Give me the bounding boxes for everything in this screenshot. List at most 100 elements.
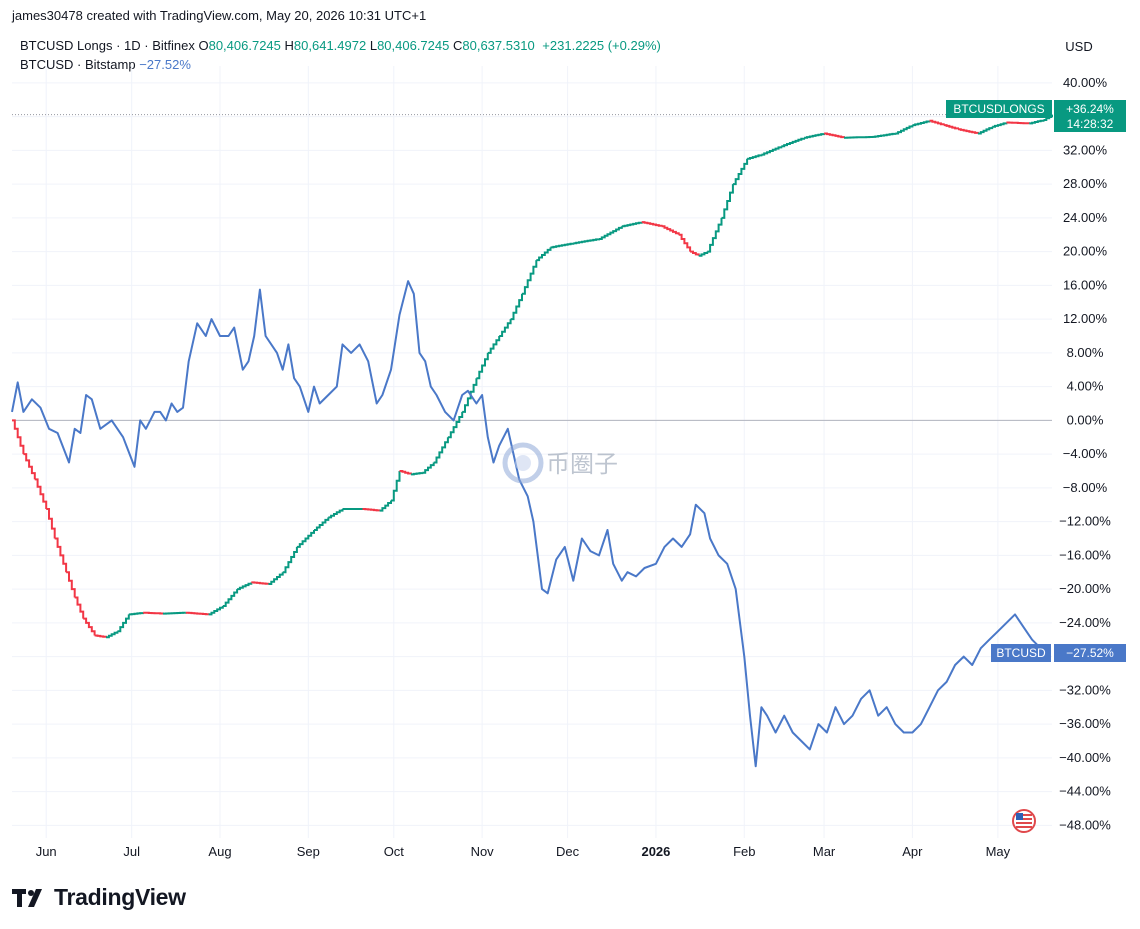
y-tick-label: −8.00% [1063,480,1108,495]
longs-candle-segment [804,133,826,139]
legend-change: +231.2225 (+0.29%) [542,38,661,53]
longs-candle-segment [721,184,734,219]
watermark-text: 币圈子 [546,450,618,478]
legend-compare-row[interactable]: BTCUSD · Bitstamp −27.52% [20,57,191,72]
tradingview-logo[interactable]: TradingView [12,884,186,911]
y-tick-label: 0.00% [1067,412,1104,427]
btc-label-name: BTCUSD [996,646,1046,660]
y-tick-label: 8.00% [1067,345,1104,360]
longs-candle-segment [74,596,85,619]
longs-candle-segment [391,471,401,502]
longs-candle-segment [282,546,298,574]
longs-candle-segment [54,537,68,573]
longs-candle-segment [462,378,478,413]
y-tick-label: 24.00% [1063,210,1108,225]
countdown-timer: 14:28:32 [1067,117,1114,131]
longs-candle-segment [895,125,914,135]
us-flag-icon[interactable] [1012,809,1036,833]
y-tick-label: −44.00% [1059,784,1111,799]
longs-candle-segment [399,470,412,475]
x-tick-label: Jul [123,844,140,859]
longs-candle-segment [943,124,959,130]
series-btcusd-longs [12,114,1053,639]
longs-candle-segment [747,154,763,160]
y-tick-label: −48.00% [1059,817,1111,832]
longs-candle-segment [476,352,489,380]
longs-candle-segment [872,132,897,138]
legend-main-symbol: BTCUSD Longs · 1D · Bitfinex [20,38,195,53]
longs-candle-segment [23,453,36,480]
x-tick-label: Jun [36,844,57,859]
longs-candle-segment [678,233,692,252]
longs-candle-segment [761,146,783,156]
longs-candle-segment [550,242,575,249]
legend-main-row[interactable]: BTCUSD Longs · 1D · Bitfinex O 80,406.724… [20,38,661,53]
y-tick-label: −16.00% [1059,547,1111,562]
longs-candle-segment [522,260,538,295]
x-tick-label: Apr [902,844,923,859]
longs-candle-segment [251,581,270,585]
longs-candle-segment [379,500,392,512]
longs-candle-segment [433,437,449,464]
x-tick-label: Oct [384,844,405,859]
longs-candle-segment [422,462,435,474]
y-tick-label: −24.00% [1059,615,1111,630]
legend-close-value: 80,637.5310 [462,38,535,53]
longs-candle-segment [621,221,643,228]
x-tick-label: 2026 [641,844,670,859]
longs-candle-segment [844,136,874,139]
longs-candle-segment [510,293,523,321]
longs-candle-segment [237,582,253,591]
legend-compare-symbol: BTCUSD · Bitstamp [20,57,136,72]
legend-open-label: O [198,38,209,53]
longs-candle-segment [12,419,25,455]
legend-low-label: L [369,38,378,53]
longs-candle-segment [781,137,806,148]
y-tick-label: 32.00% [1063,142,1108,157]
longs-price-label[interactable]: BTCUSDLONGS +36.24% 14:28:32 [946,100,1126,132]
x-tick-label: Nov [471,844,495,859]
y-tick-label: −4.00% [1063,446,1108,461]
y-tick-label: 4.00% [1067,379,1104,394]
longs-candle-segment [536,247,552,262]
tradingview-logo-icon [12,888,42,907]
longs-candle-segment [1006,121,1031,125]
longs-candle-segment [661,225,680,235]
legend-high-label: H [284,38,294,53]
longs-candle-segment [912,120,931,127]
x-tick-label: Feb [733,844,755,859]
longs-candle-segment [222,589,239,607]
btc-label-value: −27.52% [1066,646,1114,660]
longs-candle-segment [499,319,512,337]
y-tick-label: −36.00% [1059,716,1111,731]
legend-low-value: 80,406.7245 [377,38,450,53]
btc-price-label[interactable]: BTCUSD −27.52% [991,644,1126,662]
longs-candle-segment [296,530,315,548]
longs-candle-segment [641,221,663,227]
watermark: 币圈子 [502,442,618,484]
tradingview-logo-text: TradingView [54,884,186,910]
y-tick-label: 12.00% [1063,311,1108,326]
legend-close-label: C [452,38,463,53]
longs-candle-segment [268,572,284,585]
longs-label-value: +36.24% [1066,102,1114,116]
longs-candle-segment [690,250,700,256]
y-tick-label: 40.00% [1063,75,1108,90]
longs-candle-segment [707,217,723,253]
longs-candle-segment [1029,119,1045,125]
legend-compare-value: −27.52% [139,57,191,72]
longs-label-name: BTCUSDLONGS [953,102,1044,116]
y-tick-label: −32.00% [1059,682,1111,697]
longs-candle-segment [573,238,600,245]
longs-candle-segment [163,611,187,615]
x-axis: Jun Jul Aug Sep Oct Nov Dec 2026 Feb Mar Apr May [36,844,1011,859]
longs-candle-segment [824,132,845,139]
longs-candle-segment [117,614,130,633]
y-tick-label: 28.00% [1063,176,1108,191]
longs-candle-segment [447,411,464,439]
currency-label[interactable]: USD [1065,39,1092,54]
longs-candle-segment [128,612,145,616]
x-tick-label: Mar [813,844,836,859]
x-tick-label: Dec [556,844,580,859]
